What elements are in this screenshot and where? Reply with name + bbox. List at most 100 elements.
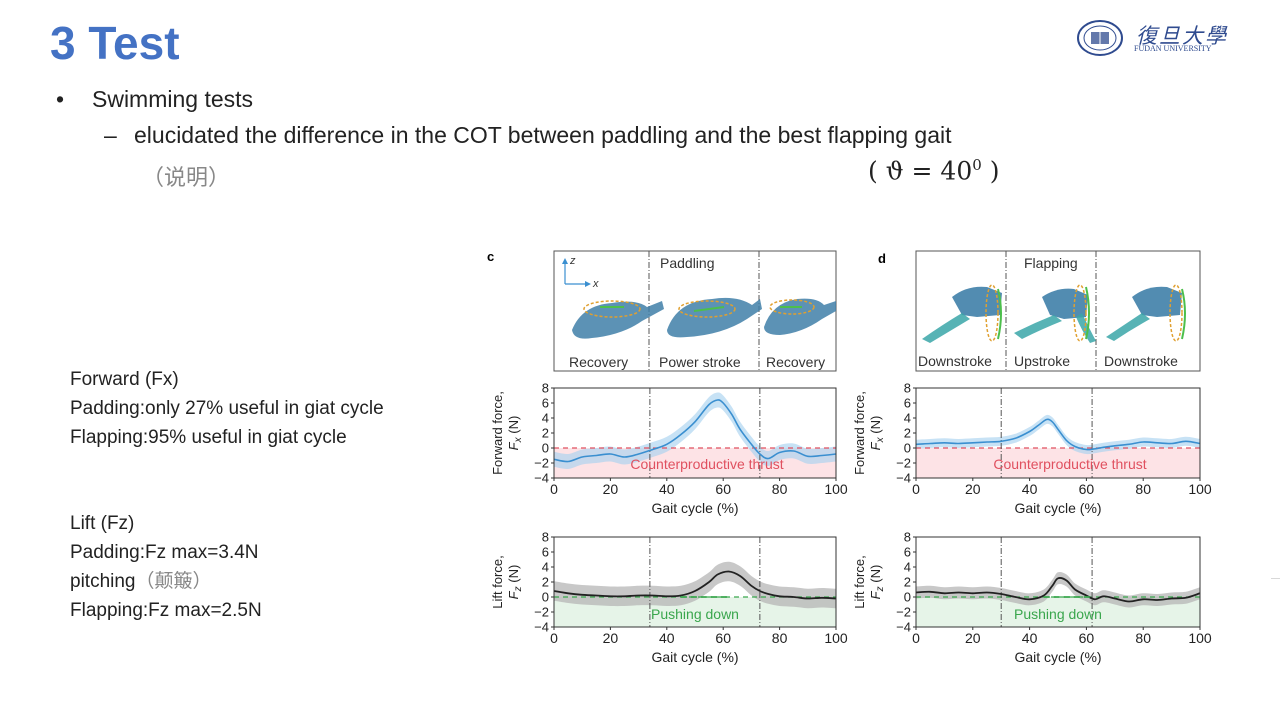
x-tick-label-d-forward-2: 40 <box>1022 481 1038 497</box>
series-line-c-forward <box>553 399 837 463</box>
series-line-d-lift <box>915 577 1201 603</box>
x-axis-label-d-lift: Gait cycle (%) <box>1014 649 1101 665</box>
paddling-illustration: Paddling Recovery Power stroke Recovery … <box>553 250 837 372</box>
x-tick-label-d-lift-2: 40 <box>1022 630 1038 646</box>
x-tick-label-c-forward-3: 60 <box>715 481 731 497</box>
x-tick-label-c-lift-1: 20 <box>603 630 619 646</box>
x-axis-label-d-forward: Gait cycle (%) <box>1014 500 1101 516</box>
edge-divider <box>1271 578 1280 579</box>
lift-notes: Lift (Fz) Padding:Fz max=3.4N pitching（颠… <box>70 509 262 625</box>
x-tick-label-c-lift-0: 0 <box>550 630 558 646</box>
y-tick-label-d-lift-3: 2 <box>904 575 911 590</box>
robot-paddling-recovery-icon <box>572 300 664 339</box>
x-tick-label-d-forward-1: 20 <box>965 481 981 497</box>
region-label-d-forward: Counterproductive thrust <box>993 456 1146 472</box>
y-tick-label-d-forward-2: 4 <box>904 411 911 426</box>
flapping-phase-2: Upstroke <box>1014 353 1070 369</box>
x-tick-label-d-forward-4: 80 <box>1135 481 1151 497</box>
sub-bullet-marker: – <box>104 122 117 148</box>
x-tick-label-d-lift-5: 100 <box>1188 630 1212 646</box>
figure-panel: c d Paddling Recovery Power stroke Recov… <box>462 235 1272 676</box>
y-tick-label-d-lift-0: 8 <box>904 530 911 545</box>
x-tick-label-c-forward-1: 20 <box>603 481 619 497</box>
x-tick-label-c-lift-3: 60 <box>715 630 731 646</box>
y-tick-label-c-lift-2: 4 <box>542 560 549 575</box>
y-axis-label-c-forward: Forward force, <box>490 391 505 475</box>
region-label-d-lift: Pushing down <box>1014 606 1102 622</box>
x-tick-label-d-lift-1: 20 <box>965 630 981 646</box>
y-tick-label-d-lift-2: 4 <box>904 560 911 575</box>
paddling-title: Paddling <box>660 255 715 271</box>
pitching-label: pitching <box>70 571 136 592</box>
y-tick-label-d-forward-1: 6 <box>904 396 911 411</box>
region-label-c-lift: Pushing down <box>651 606 739 622</box>
y-axis-symbol-d-lift: Fz (N) <box>868 565 886 600</box>
y-tick-label-d-forward-4: 0 <box>904 441 911 456</box>
confidence-band-d-lift <box>916 571 1200 608</box>
bullet-text: Swimming tests <box>92 86 254 112</box>
y-axis-label-d-forward: Forward force, <box>852 391 867 475</box>
x-tick-label-d-forward-0: 0 <box>912 481 920 497</box>
pitching-cn-note: （颠簸） <box>135 571 212 592</box>
forward-heading: Forward (Fx) <box>70 369 179 390</box>
x-tick-label-d-lift-4: 80 <box>1135 630 1151 646</box>
theta-equation: ( ϑ = 400 ) <box>868 156 999 185</box>
bullet-marker: • <box>56 86 65 112</box>
x-axis-label-c-lift: Gait cycle (%) <box>651 649 738 665</box>
slide-title: 3 Test <box>50 17 180 69</box>
y-tick-label-c-lift-4: 0 <box>542 590 549 605</box>
series-line-d-forward <box>915 418 1201 451</box>
series-line-c-lift <box>553 570 837 600</box>
forward-flapping-note: Flapping:95% useful in giat cycle <box>70 427 347 448</box>
x-tick-label-d-forward-5: 100 <box>1188 481 1212 497</box>
y-tick-label-c-forward-6: −4 <box>534 471 549 486</box>
y-tick-label-c-lift-5: −2 <box>534 605 549 620</box>
y-tick-label-d-forward-6: −4 <box>896 471 911 486</box>
forward-paddling-note: Padding:only 27% useful in giat cycle <box>70 398 384 419</box>
robot-paddling-power-stroke-icon <box>667 297 762 338</box>
axis-z-label: z <box>569 255 576 267</box>
y-tick-label-d-lift-1: 6 <box>904 545 911 560</box>
panel-c-letter: c <box>487 249 494 264</box>
sub-bullet-text: elucidated the difference in the COT bet… <box>134 122 952 148</box>
robot-flapping-downstroke-icon <box>922 284 1002 343</box>
paddling-phase-1: Recovery <box>569 354 628 370</box>
lift-pitching-note: pitching（颠簸） <box>70 567 262 596</box>
axis-indicator-icon: z x <box>562 255 599 290</box>
theta-lhs: ( ϑ = 40 <box>868 156 973 186</box>
y-tick-label-d-forward-5: −2 <box>896 456 911 471</box>
y-tick-label-d-forward-0: 8 <box>904 381 911 396</box>
chinese-note: （说明） <box>142 165 231 190</box>
y-tick-label-c-lift-0: 8 <box>542 530 549 545</box>
y-axis-label-d-lift: Lift force, <box>852 555 867 608</box>
y-tick-label-d-lift-4: 0 <box>904 590 911 605</box>
y-axis-symbol-c-lift: Fz (N) <box>506 565 524 600</box>
axis-x-label: x <box>592 278 599 290</box>
y-tick-label-d-lift-5: −2 <box>896 605 911 620</box>
x-tick-label-c-forward-0: 0 <box>550 481 558 497</box>
y-tick-label-c-forward-3: 2 <box>542 426 549 441</box>
robot-flapping-upstroke-icon <box>1014 284 1096 343</box>
region-d-forward <box>916 448 1200 478</box>
robot-paddling-recovery-2-icon <box>764 298 836 335</box>
panel-d-letter: d <box>878 251 886 266</box>
y-tick-label-d-lift-6: −4 <box>896 620 911 635</box>
x-tick-label-c-forward-4: 80 <box>772 481 788 497</box>
x-tick-label-d-lift-0: 0 <box>912 630 920 646</box>
y-tick-label-c-forward-0: 8 <box>542 381 549 396</box>
theta-exponent: 0 <box>972 156 982 174</box>
x-tick-label-c-forward-5: 100 <box>824 481 848 497</box>
y-tick-label-d-forward-3: 2 <box>904 426 911 441</box>
region-label-c-forward: Counterproductive thrust <box>630 456 783 472</box>
x-axis-label-c-forward: Gait cycle (%) <box>651 500 738 516</box>
logo-english-name: FUDAN UNIVERSITY <box>1134 44 1212 53</box>
y-tick-label-c-forward-1: 6 <box>542 396 549 411</box>
y-tick-label-c-forward-5: −2 <box>534 456 549 471</box>
flapping-illustration: Flapping Downstroke Upstroke Downstroke <box>915 250 1201 372</box>
lift-flapping-note: Flapping:Fz max=2.5N <box>70 600 262 621</box>
paddling-phase-2: Power stroke <box>659 354 741 370</box>
flapping-phase-3: Downstroke <box>1104 353 1178 369</box>
